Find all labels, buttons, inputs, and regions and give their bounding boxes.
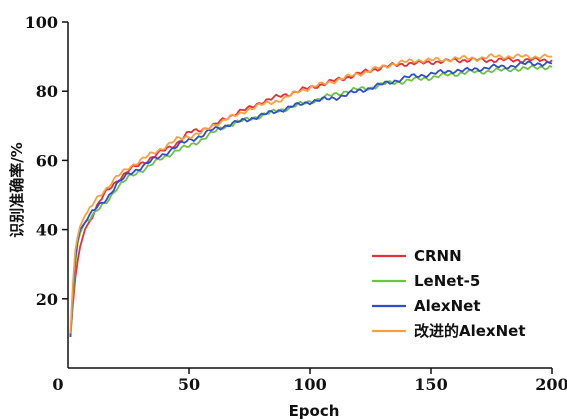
series-lines [69, 53, 553, 337]
x-tick-label: 150 [414, 375, 447, 394]
y-tick-label: 40 [36, 221, 58, 240]
axes: 0 50 100 150 200 20 40 60 80 100 [25, 13, 567, 394]
legend-label: CRNN [414, 247, 462, 265]
x-axis-label: Epoch [289, 402, 340, 420]
x-tick-label: 0 [52, 375, 63, 394]
y-tick-label: 80 [36, 82, 58, 101]
y-tick-label: 100 [25, 13, 58, 32]
legend-label: LeNet-5 [414, 272, 480, 290]
y-tick-label: 20 [36, 290, 58, 309]
legend-label: AlexNet [414, 297, 481, 315]
series-line [69, 56, 553, 337]
legend: CRNN LeNet-5 AlexNet 改进的AlexNet [372, 247, 526, 340]
x-tick-label: 50 [178, 375, 200, 394]
y-axis-label: 识别准确率/% [8, 142, 26, 238]
series-line [69, 53, 553, 334]
series-line [69, 60, 553, 337]
y-tick-label: 60 [36, 151, 58, 170]
x-tick-label: 100 [293, 375, 326, 394]
x-tick-label: 200 [535, 375, 567, 394]
legend-label: 改进的AlexNet [414, 322, 526, 340]
